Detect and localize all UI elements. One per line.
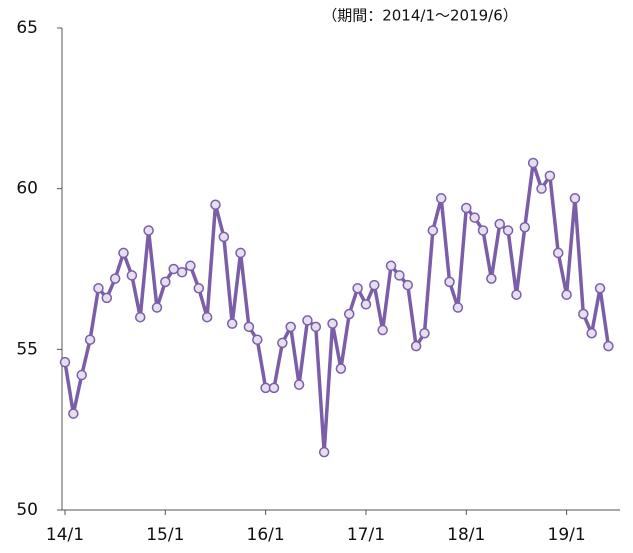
marker bbox=[435, 193, 447, 204]
x-tick-label: 15/1 bbox=[146, 525, 184, 545]
marker bbox=[226, 318, 238, 329]
x-tick-label: 19/1 bbox=[548, 525, 586, 545]
marker bbox=[76, 369, 87, 381]
marker bbox=[527, 157, 539, 169]
marker bbox=[511, 289, 522, 300]
marker bbox=[427, 225, 439, 236]
y-tick-label: 65 bbox=[16, 18, 38, 38]
marker bbox=[444, 276, 455, 288]
marker bbox=[536, 183, 547, 194]
marker bbox=[126, 270, 138, 281]
marker bbox=[176, 266, 188, 278]
marker bbox=[586, 328, 597, 339]
marker bbox=[394, 270, 405, 281]
marker bbox=[109, 273, 121, 284]
marker bbox=[343, 308, 355, 320]
marker bbox=[477, 225, 489, 236]
marker bbox=[293, 379, 305, 390]
y-tick-label: 55 bbox=[16, 339, 38, 359]
marker bbox=[402, 279, 414, 291]
marker bbox=[134, 311, 146, 323]
annotation: （期間：2014/1～2019/6） bbox=[322, 7, 518, 25]
marker bbox=[561, 289, 572, 300]
marker bbox=[419, 328, 430, 339]
marker bbox=[185, 260, 196, 272]
x-tick-label: 17/1 bbox=[347, 525, 385, 545]
marker bbox=[544, 170, 556, 182]
marker bbox=[93, 283, 104, 294]
marker bbox=[327, 318, 338, 329]
marker bbox=[385, 260, 397, 272]
marker bbox=[486, 273, 497, 284]
marker bbox=[461, 202, 472, 214]
marker bbox=[452, 302, 464, 313]
marker bbox=[594, 283, 606, 294]
y-tick-label: 50 bbox=[16, 500, 38, 520]
marker bbox=[277, 337, 288, 349]
marker bbox=[68, 408, 79, 419]
marker bbox=[410, 340, 422, 352]
marker bbox=[84, 334, 96, 345]
marker bbox=[469, 212, 480, 223]
marker bbox=[310, 321, 322, 333]
marker bbox=[519, 221, 531, 233]
line bbox=[63, 161, 611, 454]
x-tick-label: 16/1 bbox=[247, 525, 285, 545]
x-tick-label: 14/1 bbox=[46, 525, 84, 545]
marker bbox=[143, 225, 154, 236]
marker bbox=[201, 311, 213, 323]
marker bbox=[318, 446, 330, 458]
marker bbox=[285, 321, 296, 333]
marker bbox=[335, 363, 347, 374]
marker bbox=[235, 247, 246, 259]
marker bbox=[578, 308, 589, 320]
marker bbox=[494, 218, 505, 230]
marker bbox=[210, 199, 221, 210]
y-tick-label: 60 bbox=[16, 179, 38, 199]
marker bbox=[377, 324, 388, 336]
marker bbox=[369, 279, 380, 291]
x-tick-label: 18/1 bbox=[447, 525, 485, 545]
marker bbox=[552, 247, 564, 259]
marker bbox=[218, 231, 230, 243]
marker bbox=[193, 283, 205, 294]
marker bbox=[151, 302, 163, 313]
marker bbox=[302, 315, 313, 326]
marker bbox=[268, 382, 280, 394]
marker bbox=[101, 292, 113, 304]
marker bbox=[59, 356, 71, 368]
marker bbox=[243, 321, 255, 333]
marker bbox=[118, 247, 129, 259]
marker bbox=[352, 283, 363, 294]
marker bbox=[160, 276, 171, 288]
marker bbox=[502, 225, 514, 236]
marker bbox=[252, 334, 263, 345]
marker bbox=[360, 299, 372, 310]
marker bbox=[569, 193, 581, 204]
marker bbox=[603, 340, 614, 352]
